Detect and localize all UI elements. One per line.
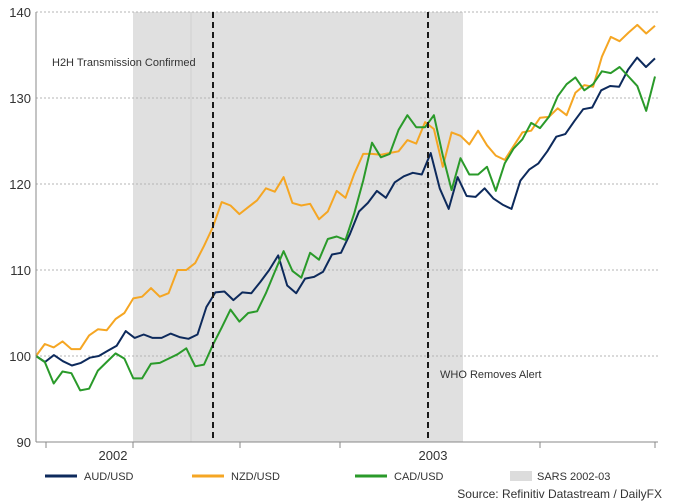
source-note: Source: Refinitiv Datastream / DailyFX <box>457 487 662 501</box>
y-tick-90: 90 <box>17 435 31 450</box>
y-tick-130: 130 <box>9 91 31 106</box>
legend-label-cad: CAD/USD <box>394 471 444 483</box>
annotation-h2h: H2H Transmission Confirmed <box>52 57 196 69</box>
annotation-who: WHO Removes Alert <box>440 369 541 381</box>
series-line-cad-usd <box>35 66 656 392</box>
legend: AUD/USD NZD/USD CAD/USD SARS 2002-03 <box>45 471 610 483</box>
legend-label-nzd: NZD/USD <box>231 471 280 483</box>
y-tick-120: 120 <box>9 177 31 192</box>
y-tick-110: 110 <box>10 263 31 278</box>
series-lines <box>35 23 656 392</box>
sars-shaded-band <box>133 12 463 442</box>
x-tick-2003: 2003 <box>419 448 448 463</box>
x-axis-ticks <box>45 442 656 448</box>
y-tick-140: 140 <box>9 5 31 20</box>
legend-label-sars: SARS 2002-03 <box>537 471 610 483</box>
series-line-nzd-usd <box>35 23 656 357</box>
legend-label-aud: AUD/USD <box>84 471 134 483</box>
legend-swatch-sars <box>510 471 532 481</box>
series-line-aud-usd <box>35 56 656 367</box>
y-tick-100: 100 <box>9 349 31 364</box>
x-tick-2002: 2002 <box>99 448 128 463</box>
